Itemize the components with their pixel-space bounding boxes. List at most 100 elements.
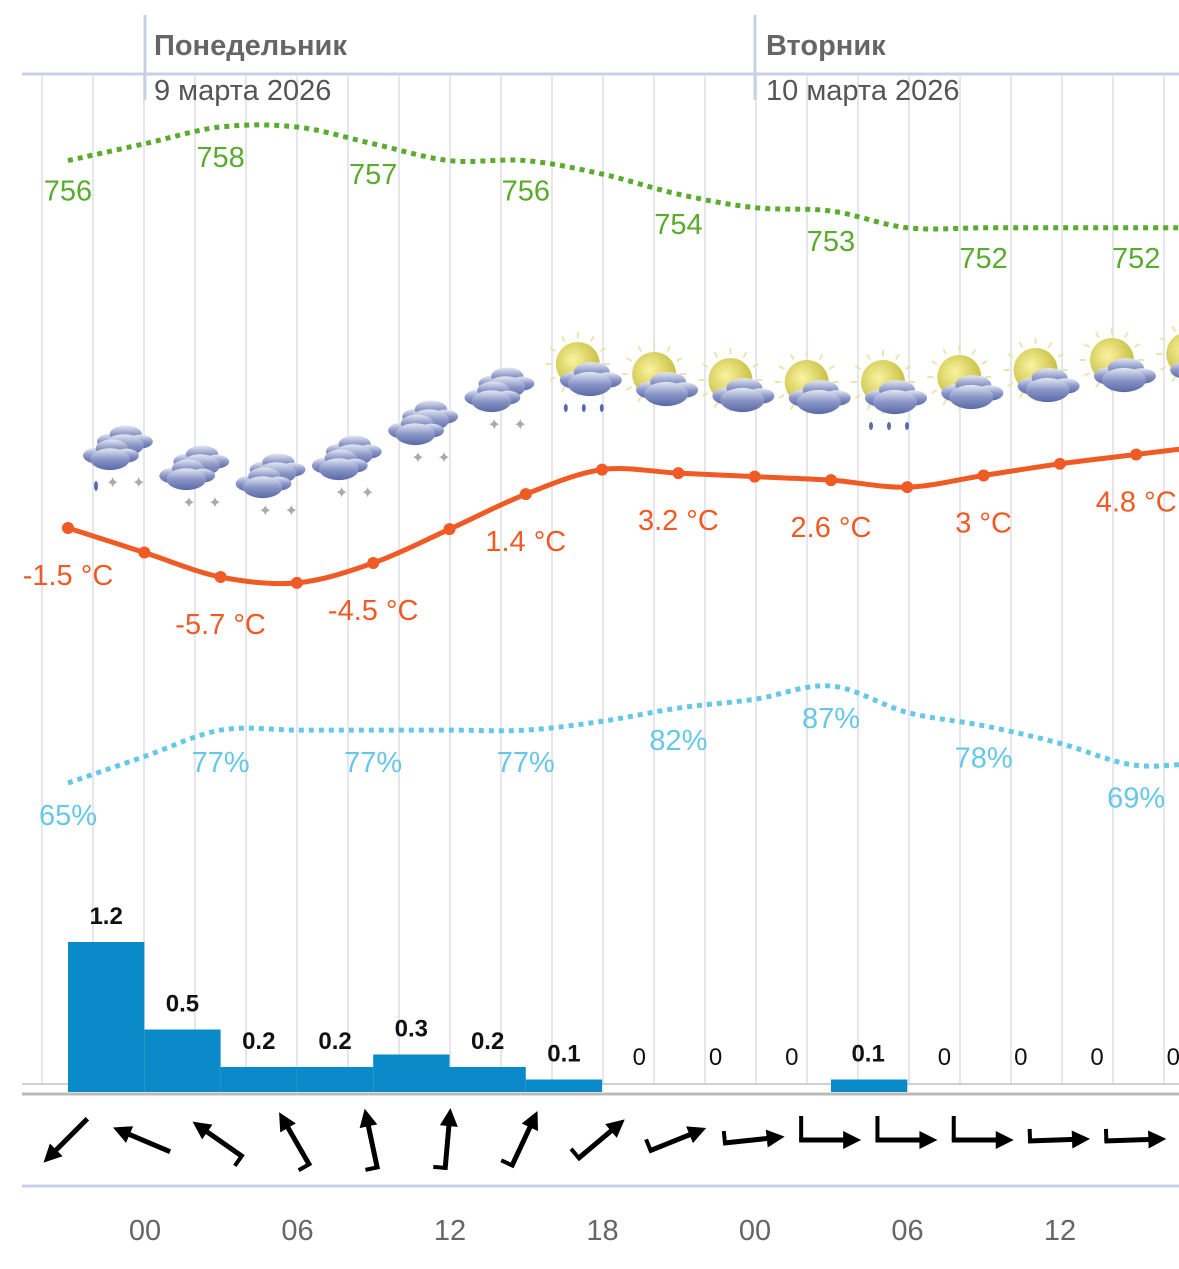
precip-label: 0.5 bbox=[166, 991, 199, 1018]
sun-ray bbox=[778, 394, 785, 399]
humidity-label: 77% bbox=[497, 747, 555, 779]
sun-ray bbox=[931, 360, 938, 365]
arrow-head bbox=[686, 1126, 707, 1144]
day-header-monday: Понедельник 9 марта 2026 bbox=[154, 30, 347, 108]
arrow-head bbox=[1071, 1130, 1091, 1149]
wind-barb bbox=[644, 1138, 653, 1152]
precip-bar bbox=[144, 1029, 221, 1092]
time-tick-label: 06 bbox=[281, 1215, 313, 1247]
raindrop bbox=[94, 481, 98, 491]
arrow-head bbox=[919, 1131, 938, 1149]
sun-ray bbox=[971, 348, 977, 355]
sun-ray bbox=[789, 404, 795, 411]
snowflake: ✦ bbox=[106, 475, 119, 492]
arrow-shaft bbox=[1027, 1136, 1079, 1144]
temperature-series: -1.5 °C -5.7 °C -4.5 °C 1.4 °C 3.2 °C 2.6 °C 3… bbox=[23, 446, 1179, 641]
arrow-shaft bbox=[575, 1125, 618, 1162]
wind-arrow-icon bbox=[192, 1121, 245, 1168]
snowflake: ✦ bbox=[285, 503, 298, 520]
temperature-point bbox=[825, 474, 837, 487]
snowflake: ✦ bbox=[335, 485, 348, 502]
partly-cloudy-rain-icon bbox=[851, 350, 927, 430]
wind-arrow-icon bbox=[644, 1126, 707, 1154]
cloud-puff bbox=[644, 381, 689, 407]
partly-cloudy-icon bbox=[774, 350, 851, 415]
temperature-label: 3.2 °C bbox=[638, 505, 719, 537]
arrow-head bbox=[439, 1108, 458, 1127]
wind-arrow-icon bbox=[1027, 1128, 1091, 1149]
cloud-snow-icon: ✦ ✦ bbox=[464, 367, 535, 434]
temperature-point bbox=[672, 467, 685, 480]
arrow-head bbox=[765, 1129, 785, 1148]
humidity-label: 65% bbox=[39, 800, 97, 832]
sun-ray bbox=[1018, 392, 1024, 399]
precip-label: 0 bbox=[1167, 1044, 1179, 1071]
day-date: 9 марта 2026 bbox=[154, 75, 332, 107]
snowflake: ✦ bbox=[132, 475, 145, 492]
precip-bar bbox=[296, 1067, 374, 1092]
sun-ray bbox=[942, 399, 948, 406]
sun-ray bbox=[560, 335, 566, 342]
partly-cloudy-icon bbox=[698, 348, 775, 413]
precip-label: 1.2 bbox=[89, 903, 122, 930]
time-tick-label: 12 bbox=[434, 1215, 466, 1247]
raindrop bbox=[581, 404, 586, 412]
precip-label: 0 bbox=[709, 1044, 722, 1071]
cloud-puff bbox=[90, 448, 130, 471]
arrow-shaft bbox=[282, 1121, 313, 1168]
temperature-point bbox=[977, 469, 990, 482]
precip-label: 0.2 bbox=[471, 1028, 504, 1055]
wind-arrow-icon bbox=[359, 1108, 381, 1172]
temperature-line bbox=[67, 446, 1179, 587]
temperature-point bbox=[1130, 448, 1143, 461]
cloud-snow-icon: ✦ ✦ bbox=[235, 453, 306, 520]
temperature-label: -4.5 °C bbox=[328, 595, 419, 627]
sun-ray bbox=[1124, 331, 1129, 338]
precip-label: 0 bbox=[1014, 1044, 1027, 1071]
arrow-head bbox=[192, 1121, 213, 1140]
temperature-point bbox=[901, 481, 914, 494]
snowflake: ✦ bbox=[411, 450, 424, 467]
sun-ray bbox=[942, 348, 948, 355]
sun-ray bbox=[752, 363, 759, 368]
partly-cloudy-icon bbox=[1079, 328, 1156, 393]
sun-ray bbox=[549, 376, 556, 381]
wind-arrow-icon bbox=[43, 1117, 90, 1163]
grid-lines bbox=[41, 76, 1165, 1084]
sun-ray bbox=[905, 365, 912, 370]
cloud-puff bbox=[1170, 362, 1179, 378]
temperature-point bbox=[1053, 457, 1066, 470]
sun-ray bbox=[702, 392, 709, 397]
weather-icons: ✦ ✦✦ ✦ ✦ ✦✦ ✦✦ ✦✦ ✦ bbox=[83, 325, 1179, 520]
time-tick-label: 00 bbox=[129, 1215, 161, 1247]
sun-ray bbox=[854, 394, 861, 399]
wind-barb bbox=[233, 1154, 244, 1168]
arrow-head bbox=[1148, 1130, 1167, 1149]
partly-cloudy-icon bbox=[927, 345, 1004, 410]
time-tick-label: 06 bbox=[891, 1215, 923, 1247]
partly-cloudy-icon bbox=[1003, 338, 1080, 403]
cloud-puff bbox=[242, 476, 283, 499]
partly-cloudy-rain-icon bbox=[545, 332, 622, 412]
partly-cloudy-icon bbox=[622, 342, 699, 407]
sun-ray bbox=[1095, 331, 1100, 338]
pressure-label: 758 bbox=[196, 142, 244, 174]
wind-barb bbox=[721, 1130, 727, 1144]
raindrop bbox=[905, 422, 909, 430]
cloud-puff bbox=[1101, 367, 1146, 393]
wind-barb bbox=[500, 1158, 513, 1168]
cloud-snow-icon: ✦ ✦ bbox=[159, 445, 230, 512]
time-tick-label: 00 bbox=[739, 1215, 771, 1247]
snowflake: ✦ bbox=[514, 417, 527, 434]
pressure-series: 756 758 757 756 754 753 752 752 bbox=[44, 122, 1179, 275]
temperature-label: 4.8 °C bbox=[1096, 486, 1177, 518]
sun-ray bbox=[560, 386, 566, 393]
precip-bar bbox=[220, 1067, 297, 1092]
snowflake: ✦ bbox=[208, 495, 221, 512]
temperature-label: 2.6 °C bbox=[791, 512, 872, 544]
wind-arrow-icon bbox=[799, 1116, 862, 1149]
temperature-point bbox=[596, 463, 609, 476]
arrow-shaft bbox=[123, 1129, 172, 1155]
arrow-head bbox=[521, 1110, 539, 1132]
